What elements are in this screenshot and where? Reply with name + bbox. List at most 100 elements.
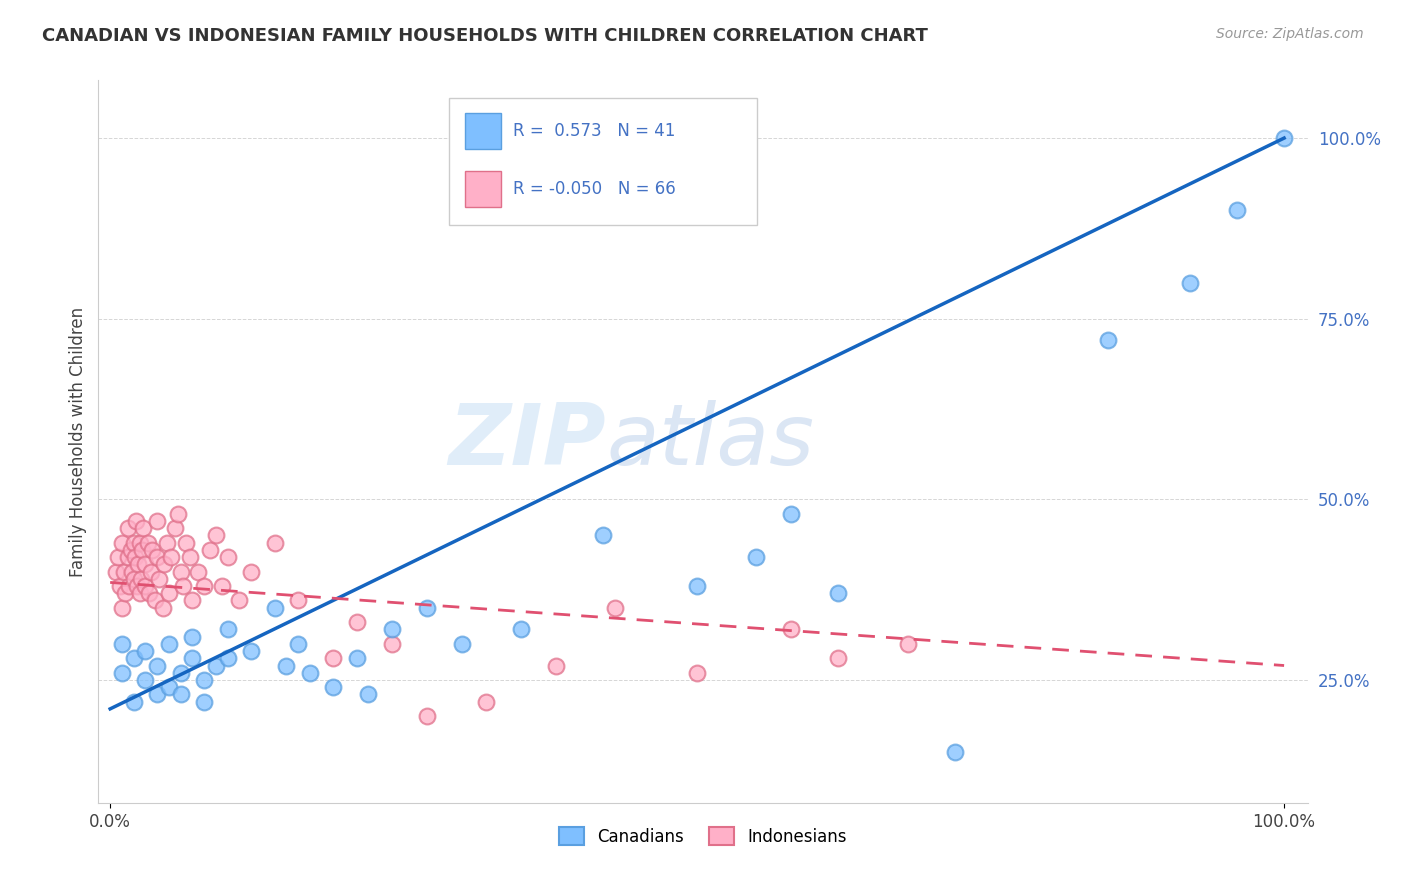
Point	[510, 623, 533, 637]
Point	[176, 535, 198, 549]
Point	[125, 514, 148, 528]
Point	[146, 658, 169, 673]
Point	[112, 565, 135, 579]
Point	[357, 687, 380, 701]
Point	[127, 558, 149, 572]
Point	[117, 521, 139, 535]
FancyBboxPatch shape	[465, 170, 501, 207]
Point	[146, 514, 169, 528]
Point	[160, 550, 183, 565]
Point	[179, 550, 201, 565]
Point	[546, 658, 568, 673]
FancyBboxPatch shape	[465, 112, 501, 149]
Legend: Canadians, Indonesians: Canadians, Indonesians	[553, 821, 853, 852]
Point	[217, 550, 239, 565]
Point	[146, 550, 169, 565]
Point	[1097, 334, 1119, 348]
Point	[381, 623, 404, 637]
Point	[108, 579, 131, 593]
Point	[157, 637, 180, 651]
Point	[263, 535, 285, 549]
Point	[122, 535, 145, 549]
Point	[827, 586, 849, 600]
Point	[1226, 203, 1249, 218]
Point	[134, 558, 156, 572]
Point	[451, 637, 474, 651]
Point	[287, 593, 309, 607]
Point	[287, 637, 309, 651]
Point	[124, 550, 146, 565]
Point	[134, 579, 156, 593]
Text: CANADIAN VS INDONESIAN FAMILY HOUSEHOLDS WITH CHILDREN CORRELATION CHART: CANADIAN VS INDONESIAN FAMILY HOUSEHOLDS…	[42, 27, 928, 45]
Point	[121, 565, 143, 579]
Point	[114, 586, 136, 600]
Point	[153, 558, 176, 572]
Point	[111, 665, 134, 680]
Point	[138, 586, 160, 600]
Point	[780, 623, 803, 637]
Point	[152, 600, 174, 615]
Point	[322, 680, 344, 694]
Point	[111, 637, 134, 651]
Point	[122, 651, 145, 665]
Point	[131, 542, 153, 557]
Point	[193, 673, 215, 687]
Point	[240, 565, 263, 579]
Point	[107, 550, 129, 565]
Point	[127, 579, 149, 593]
Point	[169, 565, 191, 579]
Point	[181, 651, 204, 665]
Text: R = -0.050   N = 66: R = -0.050 N = 66	[513, 179, 676, 198]
Point	[780, 507, 803, 521]
Point	[120, 542, 142, 557]
Point	[122, 572, 145, 586]
Point	[603, 600, 626, 615]
Point	[298, 665, 321, 680]
Point	[211, 579, 233, 593]
Point	[322, 651, 344, 665]
Point	[416, 709, 439, 723]
Point	[187, 565, 209, 579]
Point	[263, 600, 285, 615]
Point	[157, 680, 180, 694]
Point	[134, 644, 156, 658]
Point	[128, 535, 150, 549]
Y-axis label: Family Households with Children: Family Households with Children	[69, 307, 87, 576]
Text: atlas: atlas	[606, 400, 814, 483]
Point	[1272, 131, 1295, 145]
Text: ZIP: ZIP	[449, 400, 606, 483]
Point	[122, 695, 145, 709]
Point	[276, 658, 298, 673]
Point	[132, 521, 155, 535]
Point	[381, 637, 404, 651]
Point	[897, 637, 920, 651]
Point	[146, 687, 169, 701]
Point	[141, 565, 163, 579]
Point	[118, 579, 141, 593]
Point	[346, 651, 368, 665]
Point	[193, 695, 215, 709]
Point	[167, 507, 190, 521]
Point	[169, 665, 191, 680]
Text: Source: ZipAtlas.com: Source: ZipAtlas.com	[1216, 27, 1364, 41]
FancyBboxPatch shape	[449, 98, 758, 225]
Point	[157, 586, 180, 600]
Point	[129, 572, 152, 586]
Point	[117, 550, 139, 565]
Point	[134, 673, 156, 687]
Point	[155, 535, 177, 549]
Point	[217, 651, 239, 665]
Point	[128, 586, 150, 600]
Point	[148, 572, 170, 586]
Point	[181, 593, 204, 607]
Point	[346, 615, 368, 630]
Point	[1180, 276, 1202, 290]
Point	[686, 665, 709, 680]
Point	[745, 550, 768, 565]
Point	[163, 521, 186, 535]
Point	[240, 644, 263, 658]
Point	[217, 623, 239, 637]
Point	[945, 745, 967, 759]
Point	[204, 528, 226, 542]
Point	[827, 651, 849, 665]
